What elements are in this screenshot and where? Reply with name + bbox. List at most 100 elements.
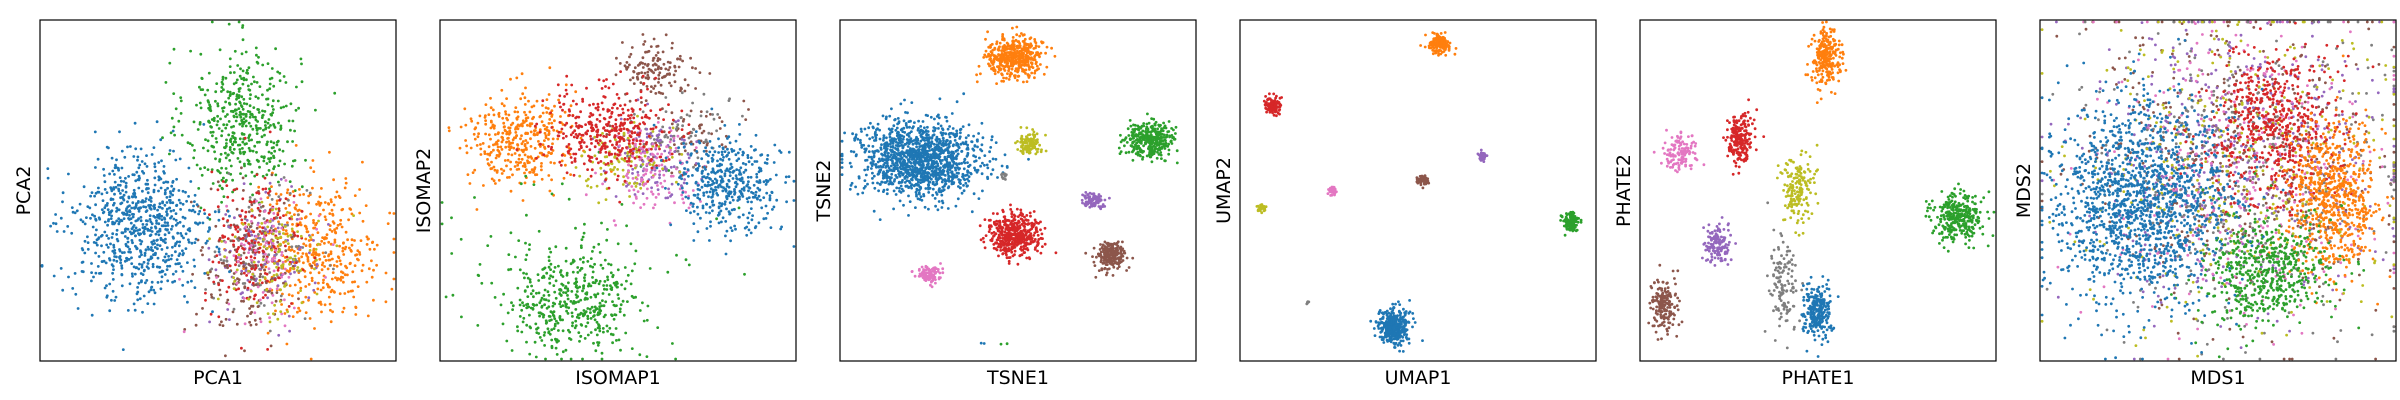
scatter-point	[242, 182, 246, 186]
scatter-point	[630, 347, 634, 350]
scatter-point	[646, 180, 650, 183]
scatter-point	[595, 320, 599, 324]
scatter-point	[460, 315, 463, 319]
scatter-point	[631, 108, 635, 112]
scatter-point	[270, 230, 273, 234]
scatter-point	[603, 287, 606, 291]
scatter-point	[275, 265, 278, 269]
scatter-point	[669, 134, 673, 138]
scatter-point	[290, 227, 294, 231]
scatter-point	[169, 257, 173, 261]
scatter-point	[489, 126, 493, 130]
scatter-point	[634, 163, 637, 167]
scatter-point	[170, 215, 174, 218]
scatter-point	[187, 195, 191, 198]
scatter-point	[123, 259, 127, 263]
scatter-point	[126, 237, 129, 240]
scatter-point	[711, 158, 715, 162]
scatter-point	[595, 333, 599, 337]
scatter-point	[221, 217, 225, 221]
scatter-point	[263, 110, 267, 113]
scatter-point	[308, 249, 312, 252]
scatter-point	[570, 311, 574, 315]
scatter-point	[229, 71, 232, 75]
scatter-point	[578, 339, 581, 343]
isomap-y-axis-label: ISOMAP2	[413, 148, 435, 234]
scatter-point	[473, 137, 477, 141]
scatter-point	[279, 124, 283, 128]
scatter-point	[158, 176, 161, 180]
scatter-point	[290, 215, 293, 219]
scatter-point	[144, 200, 147, 203]
scatter-point	[137, 174, 141, 178]
scatter-point	[266, 225, 270, 229]
scatter-point	[552, 310, 556, 314]
scatter-point	[636, 190, 640, 194]
scatter-point	[335, 244, 339, 248]
scatter-point	[526, 276, 530, 280]
scatter-point	[277, 250, 280, 254]
scatter-point	[560, 182, 564, 186]
scatter-point	[267, 126, 271, 129]
scatter-point	[622, 313, 626, 317]
scatter-point	[574, 166, 578, 169]
scatter-point	[516, 110, 520, 114]
scatter-point	[492, 165, 496, 169]
scatter-point	[80, 270, 84, 273]
scatter-point	[130, 262, 134, 265]
scatter-point	[310, 264, 313, 268]
scatter-point	[163, 191, 167, 195]
scatter-point	[109, 197, 113, 201]
scatter-point	[348, 246, 351, 250]
scatter-point	[280, 275, 283, 279]
scatter-point	[261, 174, 265, 178]
scatter-point	[733, 188, 736, 191]
scatter-point	[683, 78, 687, 82]
scatter-point	[524, 174, 528, 178]
scatter-point	[709, 187, 713, 191]
scatter-point	[487, 113, 491, 116]
scatter-point	[605, 135, 608, 139]
scatter-point	[602, 126, 605, 130]
scatter-point	[312, 261, 315, 264]
scatter-point	[237, 87, 241, 91]
scatter-point	[338, 259, 342, 263]
scatter-point	[606, 278, 610, 282]
scatter-point	[159, 186, 163, 190]
scatter-point	[582, 309, 586, 312]
scatter-point	[632, 147, 636, 151]
scatter-point	[218, 158, 222, 161]
scatter-point	[285, 191, 289, 195]
scatter-point	[274, 173, 278, 177]
scatter-point	[244, 229, 248, 233]
scatter-point	[100, 260, 104, 263]
scatter-point	[689, 134, 693, 138]
scatter-point	[336, 255, 340, 259]
scatter-point	[156, 213, 159, 217]
scatter-point	[131, 173, 135, 177]
scatter-point	[258, 85, 262, 88]
scatter-point	[158, 202, 162, 206]
scatter-point	[493, 296, 497, 299]
scatter-point	[153, 162, 157, 166]
scatter-point	[723, 200, 727, 204]
scatter-point	[238, 113, 242, 117]
scatter-point	[659, 66, 663, 70]
scatter-point	[238, 160, 242, 164]
scatter-point	[581, 235, 585, 239]
scatter-point	[515, 160, 518, 164]
scatter-point	[733, 192, 736, 196]
scatter-point	[611, 82, 615, 86]
scatter-point	[224, 213, 228, 216]
scatter-point	[114, 295, 118, 299]
scatter-point	[261, 109, 264, 113]
scatter-point	[242, 265, 246, 268]
scatter-point	[747, 189, 750, 193]
scatter-point	[556, 83, 560, 87]
scatter-point	[168, 152, 171, 156]
scatter-point	[523, 153, 527, 157]
scatter-point	[575, 296, 579, 299]
scatter-point	[648, 116, 651, 120]
scatter-point	[502, 169, 506, 173]
scatter-point	[292, 258, 296, 262]
